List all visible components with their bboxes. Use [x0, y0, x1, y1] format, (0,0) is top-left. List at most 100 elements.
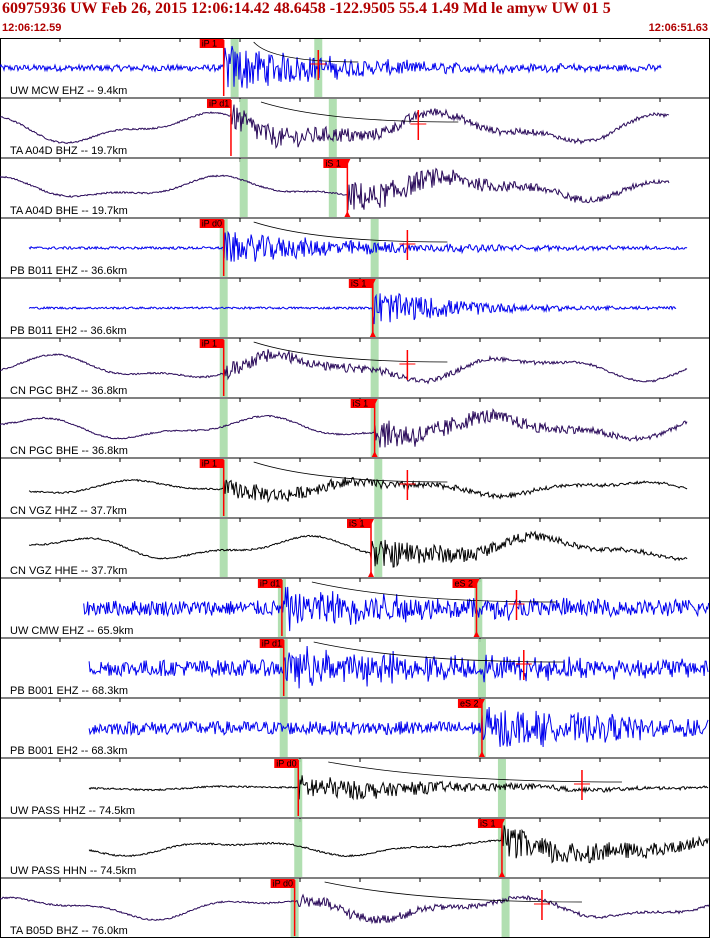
pick-flag [270, 879, 295, 888]
pick-triangle [371, 451, 378, 457]
trace-row: iS 1 CN PGC BHE -- 36.8km [0, 397, 710, 457]
pick-label: iP d0 [202, 219, 222, 229]
pick-flag [199, 219, 224, 228]
trace-row: iP 1 CN PGC BHZ -- 36.8km [0, 337, 710, 397]
waveform [88, 645, 709, 689]
pick-triangle [344, 159, 351, 165]
pick-flag [274, 759, 299, 768]
station-label: PB B011 EHZ -- 36.6km [10, 265, 127, 277]
trace-row: iP d0 TA B05D BHZ -- 76.0km [0, 877, 710, 937]
coda-curve [260, 101, 459, 123]
pick-flag [323, 159, 348, 168]
pick-flag [199, 339, 224, 348]
pick-label: iP d1 [262, 639, 282, 649]
pick-triangle [368, 519, 375, 525]
station-label: CN PGC BHE -- 36.8km [10, 445, 128, 457]
pick-label: eS 2 [454, 579, 473, 589]
trace-row: iP 1 UW MCW EHZ -- 9.4km [0, 38, 662, 97]
trace-row: iP d0 UW PASS HHZ -- 74.5km [0, 757, 710, 817]
waveform [28, 476, 688, 504]
station-label: PB B011 EH2 -- 36.6km [10, 325, 127, 337]
trace-row: iS 1 PB B011 EH2 -- 36.6km [0, 277, 710, 337]
pick-triangle [368, 571, 375, 577]
theoretical-arrival [497, 759, 506, 817]
pick-label: iS 1 [349, 519, 365, 529]
seismogram-panel: iP 1 UW MCW EHZ -- 9.4km iP d1 TA A04D BHZ … [0, 38, 710, 938]
pick-triangle [498, 871, 505, 877]
trace-row: eS 2 PB B001 EH2 -- 68.3km [0, 697, 710, 757]
theoretical-arrival [374, 519, 383, 577]
theoretical-arrival [370, 339, 379, 397]
waveform [83, 586, 710, 632]
coda-curve [313, 641, 564, 663]
waveform [88, 706, 709, 748]
pick-label: iS 1 [480, 819, 496, 829]
waveform [0, 167, 670, 211]
pick-label: iP d0 [273, 879, 293, 889]
theoretical-arrival [501, 879, 510, 937]
coda-curve [253, 41, 359, 63]
station-label: TA B05D BHZ -- 76.0km [10, 925, 128, 937]
theoretical-arrival [219, 399, 228, 457]
pick-label: iS 1 [353, 399, 369, 409]
pick-label: iS 1 [325, 159, 341, 169]
pick-triangle [369, 331, 376, 337]
pick-label: iS 1 [351, 279, 367, 289]
time-start: 12:06:12.59 [2, 22, 62, 34]
station-label: CN VGZ HHE -- 37.7km [10, 565, 127, 577]
coda-curve [328, 761, 622, 783]
trace-row: iP 1 CN VGZ HHZ -- 37.7km [0, 457, 710, 517]
pick-triangle [371, 399, 378, 405]
theoretical-arrival [239, 159, 248, 217]
pick-flag [452, 579, 477, 588]
trace-row: iP d1 PB B001 EHZ -- 68.3km [0, 637, 710, 697]
header: 60975936 UW Feb 26, 2015 12:06:14.42 48.… [0, 0, 710, 38]
pick-triangle [478, 699, 485, 705]
waveform [28, 292, 677, 325]
time-end: 12:06:51.63 [648, 22, 708, 34]
theoretical-arrival [477, 639, 486, 697]
pick-label: iP 1 [202, 339, 217, 349]
plot-frame [0, 38, 710, 938]
station-label: UW MCW EHZ -- 9.4km [10, 85, 127, 97]
station-label: PB B001 EH2 -- 68.3km [10, 745, 127, 757]
waveform [0, 104, 670, 150]
coda-curve [311, 581, 557, 603]
waveform [88, 775, 709, 801]
pick-label: iP 1 [202, 39, 217, 49]
station-label: TA A04D BHZ -- 19.7km [10, 145, 127, 157]
pick-flag [257, 579, 282, 588]
coda-curve [324, 881, 582, 903]
theoretical-arrival [474, 579, 483, 637]
station-label: TA A04D BHE -- 19.7km [10, 205, 128, 217]
theoretical-arrival [294, 819, 303, 877]
waveform [28, 530, 688, 568]
waveform [28, 230, 688, 262]
station-label: UW PASS HHZ -- 74.5km [10, 805, 135, 817]
theoretical-arrival [328, 99, 337, 157]
station-label: CN VGZ HHZ -- 37.7km [10, 505, 127, 517]
pick-flag [457, 699, 482, 708]
waveform [88, 825, 709, 864]
pick-flag [199, 459, 224, 468]
pick-label: iP 1 [202, 459, 217, 469]
station-label: CN PGC BHZ -- 36.8km [10, 385, 127, 397]
coda-curve [253, 461, 448, 483]
pick-label: iP d1 [209, 99, 229, 109]
waveform [0, 408, 688, 448]
station-label: UW CMW EHZ -- 65.9km [10, 625, 133, 637]
theoretical-arrival [374, 459, 383, 517]
event-title: 60975936 UW Feb 26, 2015 12:06:14.42 48.… [2, 0, 611, 17]
trace-row: iS 1 TA A04D BHE -- 19.7km [0, 157, 710, 217]
pick-flag [259, 639, 284, 648]
coda-curve [253, 221, 448, 243]
theoretical-arrival [219, 519, 228, 577]
theoretical-arrival [239, 99, 248, 157]
theoretical-arrival [370, 219, 379, 277]
trace-row: iS 1 UW PASS HHN -- 74.5km [0, 817, 710, 877]
trace-row: iS 1 CN VGZ HHE -- 37.7km [0, 517, 710, 577]
pick-flag [199, 39, 224, 48]
pick-triangle [473, 631, 480, 637]
trace-row: iP d1 TA A04D BHZ -- 19.7km [0, 97, 710, 157]
pick-flag [206, 99, 231, 108]
